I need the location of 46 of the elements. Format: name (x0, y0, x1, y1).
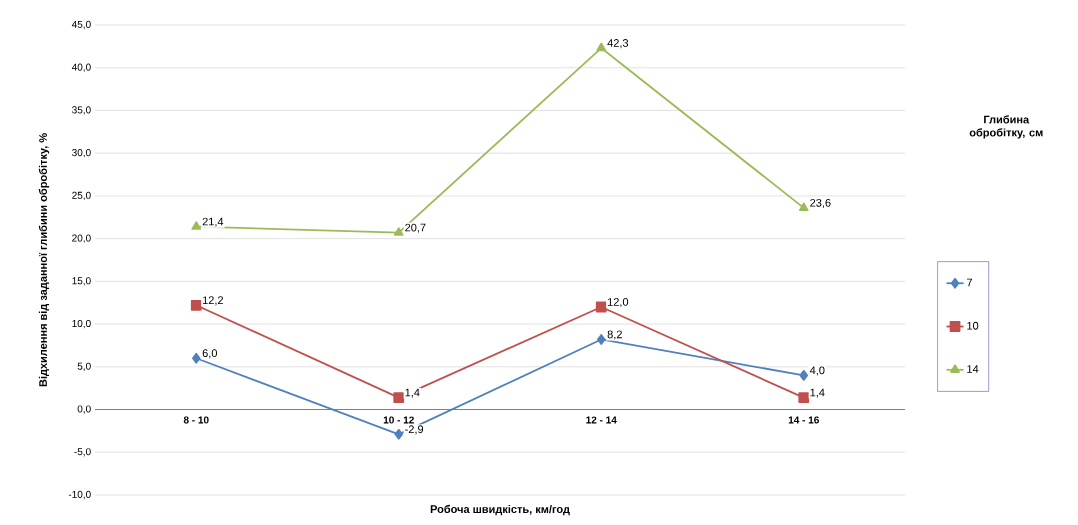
point (596, 42, 607, 52)
y-tick-label: 15,0 (72, 277, 91, 286)
legend-label: 14 (967, 365, 979, 373)
legend-label: 7 (967, 278, 973, 287)
y-tick-label: 40,0 (71, 63, 91, 72)
y-axis-title: Відхилення від заданної глибини обробітку, % (38, 133, 50, 387)
x-tick-label: 12 - 14 (586, 416, 617, 424)
data-label: 4,0 (809, 366, 825, 376)
y-tick-label: 25,0 (72, 191, 91, 201)
x-tick-label: 14 - 16 (788, 416, 819, 424)
x-axis-title: Робоча швидкість, км/год (430, 504, 570, 516)
data-label: -2,9 (405, 425, 424, 435)
point (393, 392, 405, 403)
data-label: 12,0 (607, 298, 629, 308)
point (191, 221, 202, 230)
point (798, 392, 810, 403)
data-label: 20,7 (405, 223, 426, 233)
point (190, 299, 202, 311)
point (393, 227, 404, 236)
y-tick-label: -10,0 (68, 490, 91, 500)
y-tick-label: 10,0 (72, 319, 91, 329)
point (595, 301, 607, 313)
data-label: 1,4 (810, 388, 825, 398)
x-tick-label: 8 - 10 (183, 416, 209, 424)
point (596, 334, 606, 345)
data-label: 12,2 (202, 296, 224, 306)
data-label: 23,6 (810, 198, 831, 208)
point (799, 369, 809, 381)
y-tick-label: 5,0 (77, 362, 91, 371)
data-label: 1,4 (405, 388, 420, 398)
y-tick-label: 35,0 (72, 106, 91, 115)
data-label: 21,4 (202, 217, 224, 227)
data-label: 6,0 (202, 349, 218, 359)
point (798, 202, 809, 212)
y-tick-label: -5,0 (74, 448, 91, 457)
y-tick-label: 20,0 (72, 234, 91, 243)
y-tick-label: 45,0 (71, 20, 91, 30)
x-tick-label: 10 - 12 (383, 416, 414, 424)
legend-title: Глибина обробітку, см (969, 115, 1043, 139)
legend-label: 10 (967, 321, 979, 330)
point (394, 428, 404, 440)
y-tick-label: 30,0 (72, 149, 91, 158)
y-tick-label: 0,0 (77, 405, 91, 414)
data-label: 42,3 (607, 39, 629, 49)
point (191, 352, 201, 364)
data-label: 8,2 (607, 330, 622, 340)
